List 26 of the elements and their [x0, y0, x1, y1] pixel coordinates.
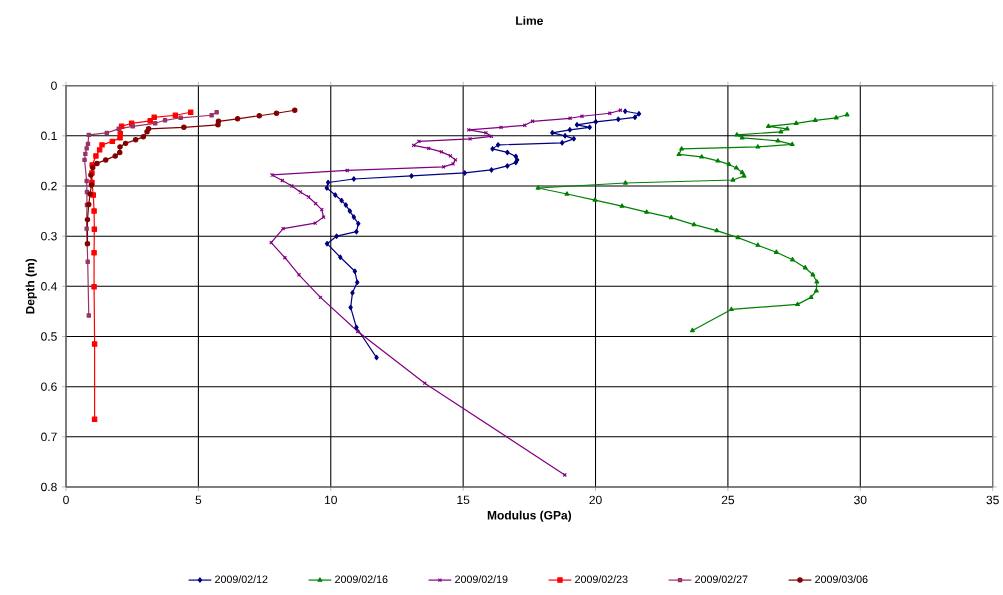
y-tick-label: 0 — [51, 81, 57, 90]
y-tick-label: 0.2 — [41, 181, 57, 191]
y-tick-label: 0.1 — [41, 131, 57, 141]
legend-label: 2009/02/12 — [215, 575, 268, 584]
x-axis-title: Modulus (GPa) — [487, 510, 572, 522]
legend-label: 2009/03/06 — [815, 575, 868, 584]
y-tick-label: 0.4 — [41, 282, 57, 291]
x-tick-label: 0 — [63, 495, 69, 505]
chart-title: Lime — [516, 16, 543, 25]
legend-label: 2009/02/27 — [695, 575, 748, 584]
y-axis-title: Depth (m) — [25, 258, 37, 314]
legend-label: 2009/02/16 — [335, 575, 388, 584]
legend-label: 2009/02/19 — [455, 575, 508, 584]
x-tick-label: 35 — [986, 495, 999, 505]
x-tick-label: 20 — [589, 495, 602, 505]
y-tick-label: 0.5 — [41, 332, 57, 341]
x-tick-label: 5 — [195, 495, 202, 505]
x-tick-label: 30 — [854, 495, 867, 505]
y-tick-label: 0.7 — [41, 432, 57, 442]
x-tick-label: 25 — [721, 495, 735, 505]
x-tick-label: 10 — [325, 495, 337, 505]
y-tick-label: 0.8 — [41, 482, 57, 492]
y-tick-label: 0.3 — [41, 231, 57, 241]
x-tick-label: 15 — [457, 495, 470, 505]
legend-label: 2009/02/23 — [575, 575, 628, 584]
y-tick-label: 0.6 — [41, 382, 57, 391]
